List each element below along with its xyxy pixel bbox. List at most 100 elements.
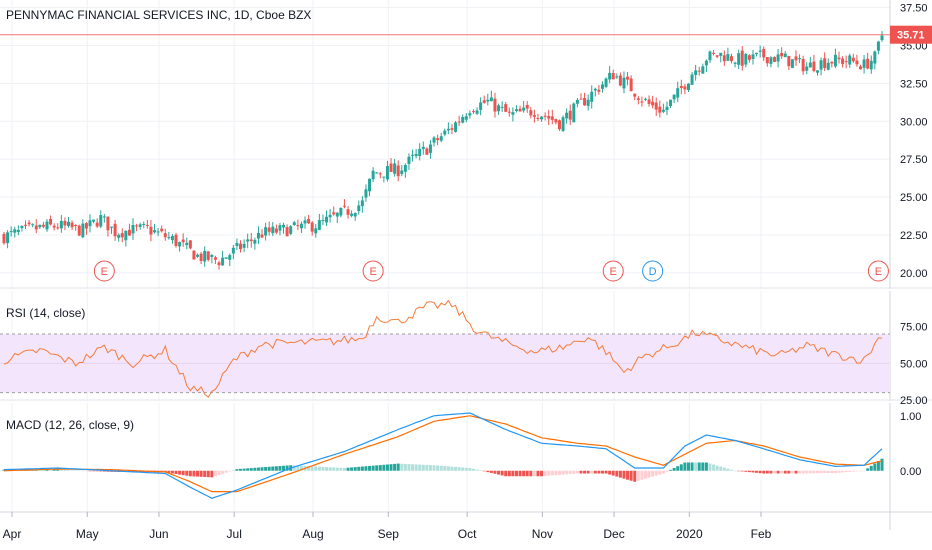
- candle-body: [77, 225, 81, 236]
- candle-body: [733, 62, 737, 64]
- candle-body: [497, 105, 501, 112]
- macd-histogram-bar: [264, 467, 268, 471]
- macd-histogram-bar: [787, 470, 791, 474]
- macd-histogram-bar: [170, 470, 174, 474]
- macd-signal-line: [3, 415, 883, 493]
- macd-histogram-bar: [385, 464, 389, 471]
- candle-body: [679, 85, 683, 89]
- macd-histogram-bar: [833, 470, 837, 473]
- candle-body: [235, 243, 239, 247]
- candle-body: [719, 52, 723, 56]
- earnings-marker-label: E: [875, 266, 882, 278]
- candle-body: [167, 237, 171, 239]
- macd-histogram-bar: [378, 465, 382, 471]
- candle-body: [196, 254, 200, 257]
- candle-body: [633, 93, 637, 97]
- macd-histogram-bar: [568, 470, 572, 475]
- macd-histogram-bar: [561, 470, 565, 475]
- macd-histogram-bar: [468, 468, 472, 471]
- rsi-legend: RSI (14, close): [6, 306, 86, 320]
- macd-histogram-bar: [210, 470, 214, 478]
- macd-line: [3, 412, 883, 499]
- candle-body: [353, 212, 357, 217]
- candle-body: [511, 112, 515, 115]
- candle-body: [289, 226, 293, 234]
- macd-histogram-bar: [529, 470, 533, 477]
- macd-histogram-bar: [475, 469, 479, 471]
- macd-histogram-bar: [640, 470, 644, 480]
- candle-body: [74, 224, 78, 226]
- candle-body: [364, 189, 368, 198]
- macd-histogram-bar: [532, 470, 536, 477]
- candle-body: [697, 70, 701, 72]
- macd-histogram-bar: [572, 470, 576, 474]
- earnings-marker: E: [602, 260, 624, 282]
- macd-histogram-bar: [471, 468, 475, 471]
- candle-body: [654, 102, 658, 110]
- candle-body: [629, 78, 633, 92]
- macd-histogram-bar: [504, 470, 508, 477]
- macd-histogram-bar: [790, 470, 794, 474]
- candle-body: [461, 117, 465, 123]
- candle-body: [253, 239, 257, 244]
- macd-histogram-bar: [575, 470, 579, 474]
- macd-histogram-bar: [593, 470, 597, 474]
- macd-histogram-bar: [335, 467, 339, 471]
- candle-body: [694, 70, 698, 76]
- candle-body: [701, 66, 705, 74]
- candle-body: [368, 178, 372, 192]
- last-price-label: 35.71: [897, 30, 925, 42]
- candle-body: [142, 223, 146, 225]
- candle-body: [647, 99, 651, 104]
- macd-histogram-bar: [712, 464, 716, 471]
- candle-body: [421, 146, 425, 150]
- candle-body: [608, 72, 612, 80]
- macd-histogram-bar: [540, 470, 544, 477]
- macd-histogram-bar: [765, 470, 769, 474]
- macd-histogram-bar: [307, 466, 311, 471]
- candle-body: [794, 56, 798, 61]
- macd-histogram-bar: [181, 470, 185, 476]
- macd-histogram-bar: [357, 466, 361, 471]
- candle-body: [296, 225, 300, 227]
- candle-body: [604, 78, 608, 87]
- candle-body: [876, 41, 880, 51]
- time-tick-label: May: [76, 527, 99, 541]
- macd-histogram-bar: [350, 467, 354, 471]
- macd-histogram-bar: [615, 470, 619, 477]
- candle-body: [350, 213, 354, 216]
- macd-histogram-bar: [260, 467, 264, 471]
- candle-body: [95, 222, 99, 227]
- macd-histogram-bar: [636, 470, 640, 481]
- candle-body: [102, 216, 106, 218]
- candle-body: [131, 225, 135, 234]
- macd-histogram-bar: [722, 467, 726, 471]
- macd-histogram-bar: [52, 469, 56, 471]
- candle-body: [772, 57, 776, 62]
- macd-histogram-bar: [858, 470, 862, 472]
- candle-body: [769, 57, 773, 64]
- candle-body: [880, 35, 884, 41]
- candle-body: [808, 62, 812, 68]
- candle-body: [314, 228, 318, 234]
- candle-body: [443, 130, 447, 135]
- candle-body: [285, 227, 289, 237]
- macd-histogram-bar: [439, 465, 443, 471]
- candle-body: [812, 61, 816, 71]
- macd-histogram-bar: [497, 470, 501, 475]
- macd-histogram-bar: [758, 470, 762, 474]
- candle-body: [221, 257, 225, 266]
- candle-body: [34, 225, 38, 230]
- candle-body: [737, 53, 741, 65]
- candle-body: [149, 226, 153, 235]
- candle-body: [514, 109, 518, 111]
- candle-body: [471, 111, 475, 113]
- candle-body: [798, 58, 802, 60]
- time-tick-label: Dec: [603, 527, 624, 541]
- macd-histogram-bar: [321, 466, 325, 471]
- candle-body: [805, 66, 809, 71]
- candle-body: [611, 73, 615, 80]
- candle-body: [27, 222, 31, 225]
- last-price-badge: [890, 25, 932, 44]
